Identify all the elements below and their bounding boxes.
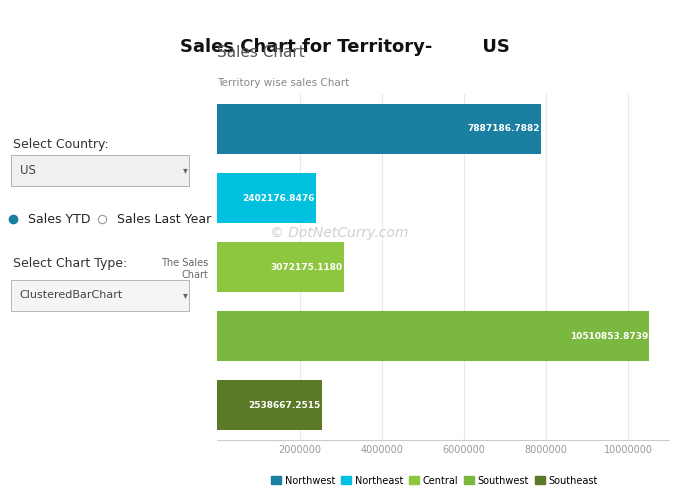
- Text: 3072175.1180: 3072175.1180: [270, 262, 342, 272]
- FancyBboxPatch shape: [11, 155, 189, 186]
- Bar: [217, 311, 649, 361]
- Text: © DotNetCurry.com: © DotNetCurry.com: [270, 226, 408, 240]
- Text: Territory wise sales Chart: Territory wise sales Chart: [217, 78, 350, 87]
- Text: Sales Chart: Sales Chart: [217, 45, 305, 60]
- Text: US: US: [19, 164, 35, 176]
- Text: Select Chart Type:: Select Chart Type:: [13, 257, 127, 270]
- Legend: Northwest, Northeast, Central, Southwest, Southeast: Northwest, Northeast, Central, Southwest…: [268, 472, 602, 490]
- Text: 10510853.8739: 10510853.8739: [570, 331, 648, 341]
- Text: 2538667.2515: 2538667.2515: [248, 401, 320, 410]
- Text: 2402176.8476: 2402176.8476: [242, 193, 315, 203]
- Bar: [217, 104, 542, 154]
- Text: Sales Chart for Territory-        US: Sales Chart for Territory- US: [180, 38, 510, 56]
- Bar: [217, 173, 316, 223]
- Text: Sales YTD: Sales YTD: [28, 213, 91, 226]
- Bar: [217, 380, 322, 430]
- Text: Sales Last Year: Sales Last Year: [117, 213, 212, 226]
- Text: ▾: ▾: [184, 290, 188, 300]
- FancyBboxPatch shape: [11, 280, 189, 311]
- Text: Select Country:: Select Country:: [13, 138, 109, 151]
- Text: 7887186.7882: 7887186.7882: [468, 124, 540, 134]
- Text: ▾: ▾: [184, 165, 188, 175]
- Text: ClusteredBarChart: ClusteredBarChart: [19, 290, 123, 300]
- Bar: [217, 242, 344, 292]
